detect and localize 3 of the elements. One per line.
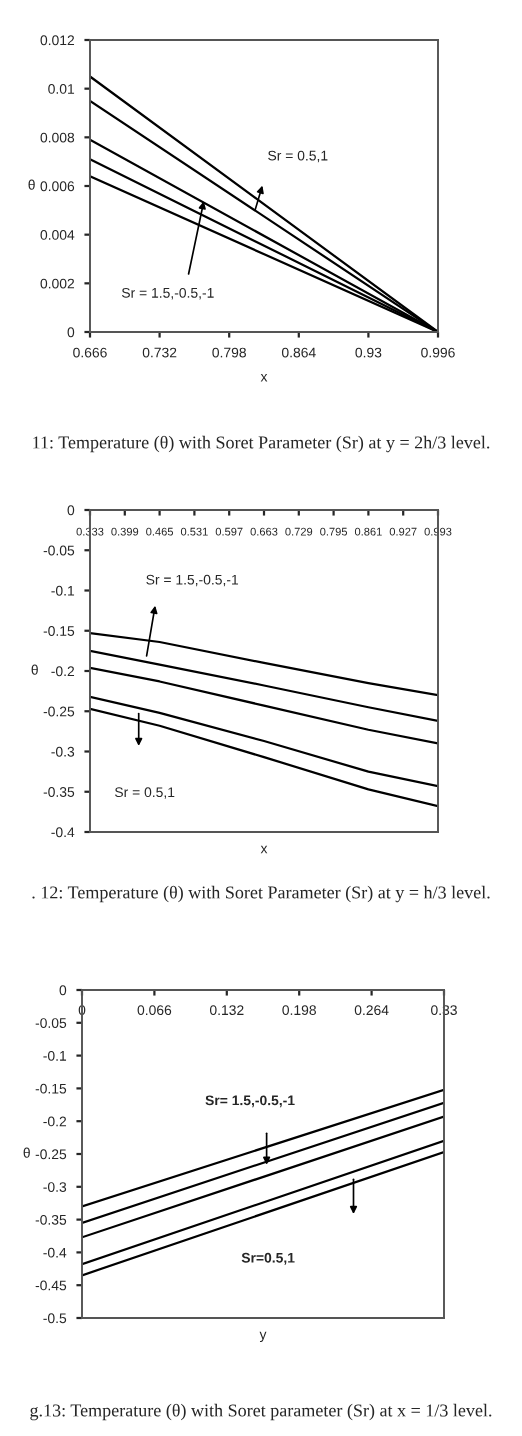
text: . 12: Temperature (θ) with Soret Parameter (Sr) at y = h/3 level. [32, 885, 490, 903]
text: 11: Temperature (θ) with Soret Parameter (Sr) at y = 2h/3 level. [33, 435, 490, 453]
text: g.13: Temperature (θ) with Soret parameter (Sr) at x = 1/3 level. [30, 1403, 492, 1421]
